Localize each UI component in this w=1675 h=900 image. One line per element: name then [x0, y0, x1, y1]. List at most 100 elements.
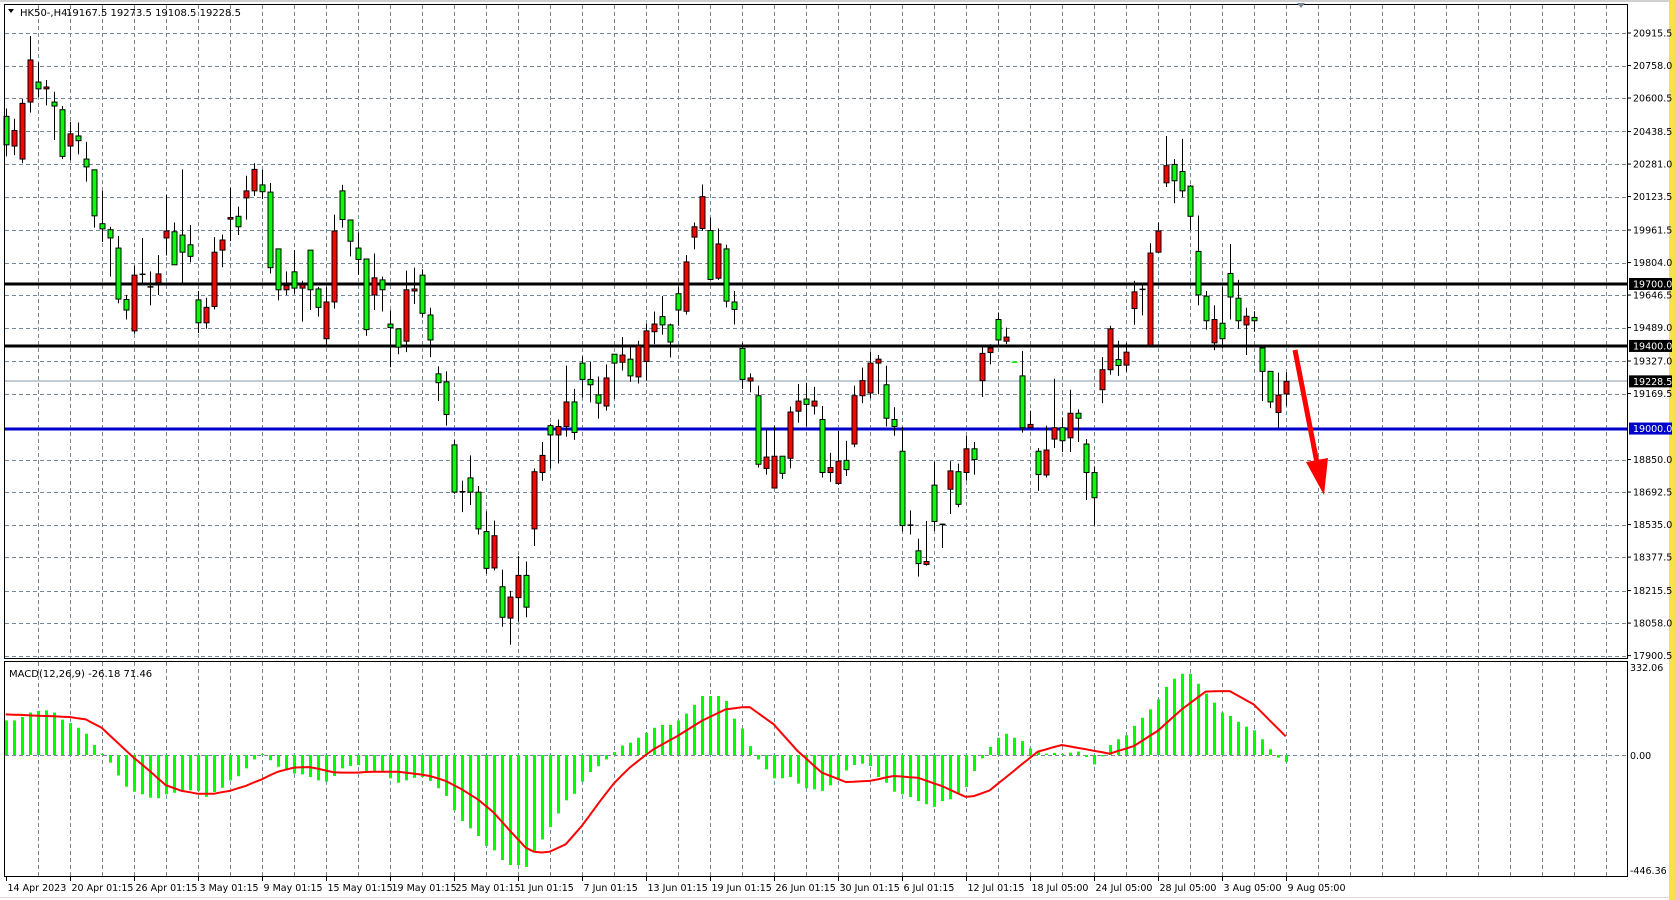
horizontal-lines[interactable]	[5, 282, 1627, 431]
macd-histogram-bar	[933, 755, 936, 807]
candle	[1051, 378, 1058, 448]
price-tick-label: 18535.0	[1633, 520, 1672, 531]
candle	[155, 255, 162, 295]
candle	[387, 310, 394, 368]
grid	[5, 5, 1627, 876]
macd-histogram-bar	[61, 719, 64, 755]
macd-histogram-bar	[581, 755, 584, 782]
candle	[915, 538, 922, 577]
macd-histogram-bar	[557, 755, 560, 814]
candle-body	[171, 231, 178, 266]
candle	[979, 345, 986, 397]
macd-histogram-bar	[253, 755, 256, 760]
price-tick-label: 20915.5	[1633, 28, 1672, 39]
macd-histogram-bar	[765, 755, 768, 770]
price-tick-label: 20281.0	[1633, 160, 1672, 171]
macd-histogram-bar	[245, 755, 248, 769]
candle-body	[19, 102, 26, 160]
candle-body	[235, 215, 242, 228]
candle-body	[523, 574, 530, 608]
candle-body	[299, 284, 306, 289]
time-tick-label: 14 Apr 2023	[8, 883, 67, 894]
candle	[707, 217, 714, 280]
candle-body	[579, 362, 586, 380]
down-arrow-annotation[interactable]	[1292, 349, 1328, 495]
macd-histogram-bar	[93, 745, 96, 755]
macd-histogram-bar	[549, 755, 552, 828]
macd-histogram-bar	[749, 746, 752, 755]
candle	[1091, 466, 1098, 526]
candle-body	[315, 288, 322, 308]
candle-body	[1083, 443, 1090, 474]
candle-body	[563, 401, 570, 427]
macd-histogram-bar	[909, 755, 912, 797]
candle	[467, 455, 474, 506]
candle	[891, 407, 898, 436]
macd-histogram-bar	[629, 742, 632, 755]
candle-body	[1051, 427, 1058, 440]
level-price-label: 19228.5	[1633, 377, 1672, 388]
candle	[971, 441, 978, 475]
candle-body	[347, 219, 354, 242]
candle-body	[891, 418, 898, 427]
candle	[843, 440, 850, 476]
macd-histogram-bar	[861, 755, 864, 764]
candle	[987, 344, 994, 365]
candle	[491, 520, 498, 571]
candle	[747, 373, 754, 393]
candle	[107, 226, 114, 277]
candle	[539, 441, 546, 481]
candle	[451, 439, 458, 494]
candle	[291, 250, 298, 294]
time-tick-label: 15 May 01:15	[328, 883, 393, 894]
macd-histogram-bar	[781, 755, 784, 779]
candle-body	[987, 347, 994, 354]
price-tick-label: 20438.5	[1633, 127, 1672, 138]
candle	[811, 386, 818, 415]
price-tick-label: 18850.0	[1633, 455, 1672, 466]
triangle-down-icon[interactable]	[8, 9, 14, 13]
candle-body	[699, 196, 706, 229]
candle-body	[643, 330, 650, 362]
macd-histogram-bar	[981, 755, 984, 759]
candle	[1179, 138, 1186, 198]
candle	[1075, 409, 1082, 442]
candle-body	[1019, 375, 1026, 429]
candle	[1083, 439, 1090, 500]
macd-histogram-bar	[149, 755, 152, 798]
candle-body	[27, 59, 34, 103]
time-tick-label: 25 May 01:15	[456, 883, 521, 894]
candle	[523, 561, 530, 618]
candle	[651, 311, 658, 345]
level-price-tag	[1629, 375, 1672, 388]
macd-histogram-bar	[1053, 752, 1056, 755]
candle	[1267, 370, 1274, 409]
candle	[195, 291, 202, 333]
candle-body	[323, 301, 330, 340]
macd-histogram-bar	[77, 727, 80, 755]
candle	[819, 406, 826, 478]
macd-histogram-bar	[389, 755, 392, 779]
candle-body	[915, 550, 922, 565]
candle	[1059, 417, 1066, 453]
chart-shift-marker-icon[interactable]	[1297, 3, 1305, 8]
candle-body	[587, 378, 594, 386]
candle-body	[123, 298, 130, 311]
candle-body	[1171, 163, 1178, 182]
macd-histogram-bar	[1253, 730, 1256, 755]
candle-body	[91, 169, 98, 217]
candle	[51, 91, 58, 140]
candle	[59, 105, 66, 160]
candle	[659, 296, 666, 335]
candle	[563, 365, 570, 437]
candle	[547, 423, 554, 469]
candle-body	[1251, 316, 1258, 322]
macd-histogram-bar	[957, 755, 960, 794]
macd-histogram-bar	[501, 755, 504, 861]
candle-body	[1067, 412, 1074, 439]
candle	[483, 511, 490, 574]
macd-histogram-bar	[1037, 751, 1040, 755]
candle-body	[619, 354, 626, 363]
level-price-label: 19700.0	[1633, 280, 1672, 291]
